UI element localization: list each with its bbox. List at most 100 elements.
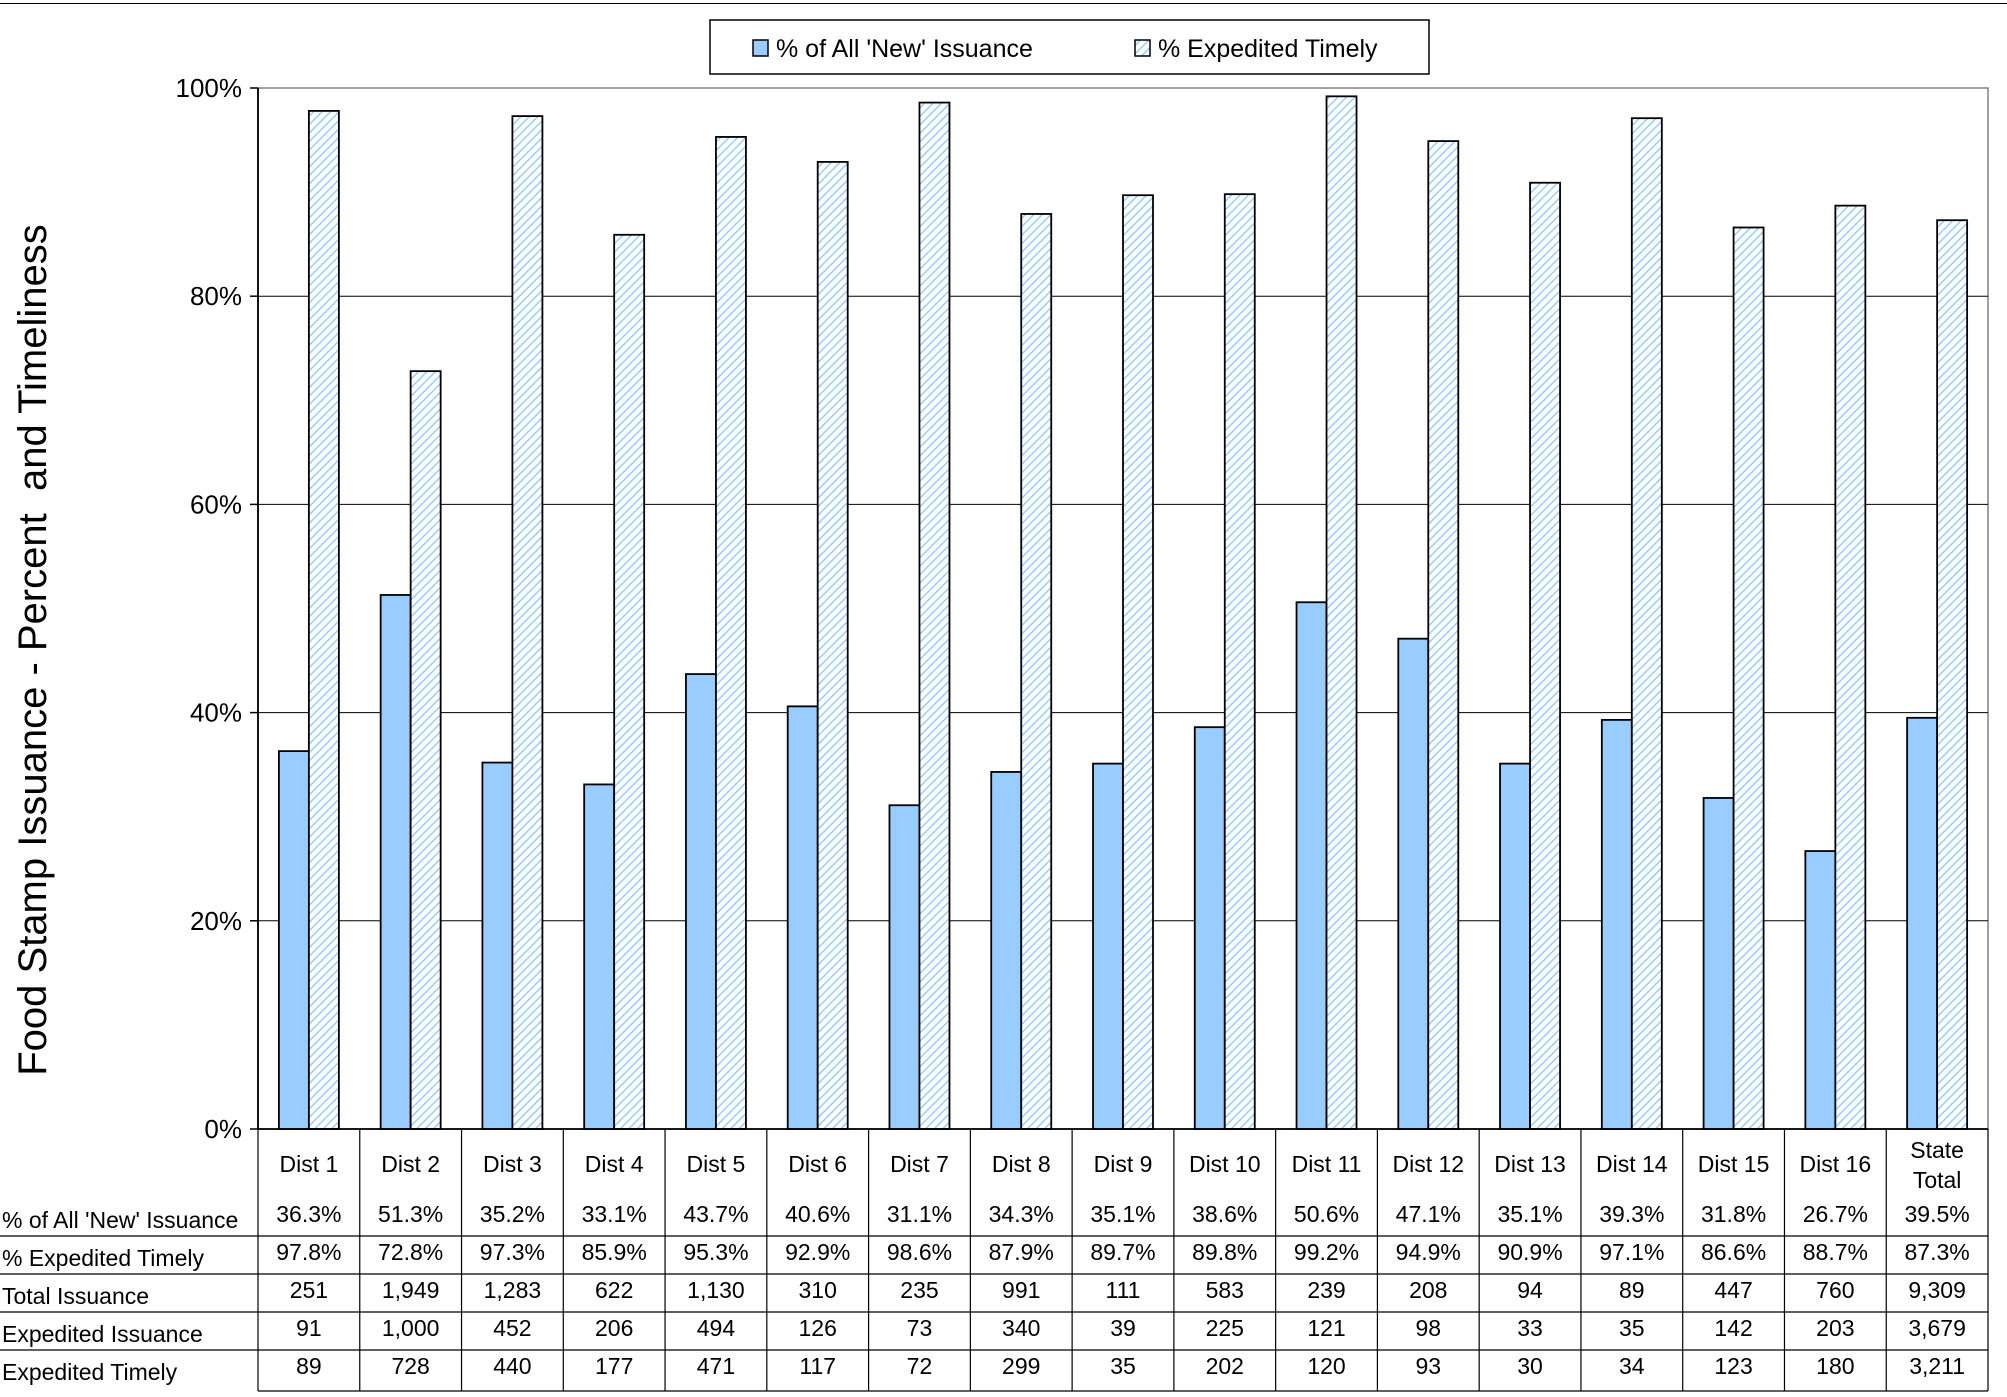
table-cell: 35.2% bbox=[480, 1201, 545, 1227]
bar-series1-12 bbox=[1397, 637, 1430, 1130]
table-cell: 97.8% bbox=[276, 1239, 341, 1265]
table-cell: 1,130 bbox=[687, 1277, 745, 1303]
bar-series2-15 bbox=[1732, 226, 1765, 1130]
table-cell: 583 bbox=[1206, 1277, 1244, 1303]
y-tick-label: 40% bbox=[190, 698, 242, 728]
table-cell: 38.6% bbox=[1192, 1201, 1257, 1227]
legend-label: % of All 'New' Issuance bbox=[776, 35, 1033, 63]
bar-series2-2 bbox=[409, 370, 442, 1130]
table-cell: 33.1% bbox=[582, 1201, 647, 1227]
table-row-label: Expedited Timely bbox=[2, 1359, 178, 1385]
table-cell: 88.7% bbox=[1803, 1239, 1868, 1265]
bar-series1-14 bbox=[1600, 718, 1633, 1130]
table-cell: 89.7% bbox=[1090, 1239, 1155, 1265]
category-label: Dist 10 bbox=[1189, 1151, 1261, 1177]
table-cell: 93 bbox=[1415, 1353, 1441, 1379]
table-cell: 494 bbox=[697, 1315, 736, 1341]
table-cell: 39.5% bbox=[1905, 1201, 1970, 1227]
table-cell: 111 bbox=[1106, 1277, 1141, 1303]
table-cell: 117 bbox=[799, 1353, 836, 1379]
category-label: Dist 11 bbox=[1292, 1151, 1362, 1177]
table-cell: 239 bbox=[1307, 1277, 1345, 1303]
table-cell: 47.1% bbox=[1396, 1201, 1461, 1227]
table-cell: 452 bbox=[493, 1315, 531, 1341]
bar-series2-11 bbox=[1325, 95, 1358, 1130]
table-cell: 447 bbox=[1714, 1277, 1752, 1303]
table-cell: 26.7% bbox=[1803, 1201, 1868, 1227]
bar-series2-12 bbox=[1427, 140, 1460, 1130]
table-cell: 97.3% bbox=[480, 1239, 545, 1265]
category-label: Dist 4 bbox=[585, 1151, 644, 1177]
y-tick-label: 100% bbox=[176, 73, 243, 103]
table-cell: 622 bbox=[595, 1277, 633, 1303]
table-cell: 310 bbox=[799, 1277, 837, 1303]
bar-series2-14 bbox=[1630, 117, 1663, 1130]
table-cell: 1,283 bbox=[484, 1277, 542, 1303]
table-row-label: % of All 'New' Issuance bbox=[2, 1207, 238, 1233]
table-cell: 39.3% bbox=[1599, 1201, 1664, 1227]
bar-series2-17 bbox=[1936, 219, 1969, 1130]
bar-series2-5 bbox=[715, 136, 747, 1130]
bar-series1-6 bbox=[786, 705, 819, 1130]
category-label: Dist 5 bbox=[687, 1151, 746, 1177]
table-cell: 471 bbox=[697, 1353, 735, 1379]
y-tick-label: 60% bbox=[190, 489, 242, 519]
table-cell: 35.1% bbox=[1090, 1201, 1155, 1227]
bar-series2-1 bbox=[307, 110, 340, 1130]
table-cell: 225 bbox=[1206, 1315, 1244, 1341]
table-cell: 85.9% bbox=[582, 1239, 647, 1265]
table-cell: 1,949 bbox=[382, 1277, 440, 1303]
table-cell: 760 bbox=[1816, 1277, 1854, 1303]
category-label: Dist 15 bbox=[1698, 1151, 1770, 1177]
table-cell: 72 bbox=[907, 1353, 933, 1379]
bar-series1-11 bbox=[1295, 601, 1328, 1130]
bar-series2-9 bbox=[1122, 194, 1154, 1130]
table-cell: 1,000 bbox=[382, 1315, 440, 1341]
table-cell: 40.6% bbox=[785, 1201, 850, 1227]
bar-series1-10 bbox=[1193, 726, 1226, 1130]
table-cell: 87.3% bbox=[1905, 1239, 1970, 1265]
y-tick-label: 20% bbox=[190, 906, 242, 936]
table-cell: 206 bbox=[595, 1315, 633, 1341]
category-label: Dist 12 bbox=[1392, 1151, 1464, 1177]
table-cell: 9,309 bbox=[1908, 1277, 1966, 1303]
bar-series2-4 bbox=[613, 233, 646, 1130]
bar-series2-10 bbox=[1223, 193, 1256, 1130]
table-cell: 86.6% bbox=[1701, 1239, 1766, 1265]
bar-series2-8 bbox=[1020, 213, 1053, 1130]
table-cell: 991 bbox=[1002, 1277, 1040, 1303]
table-cell: 35 bbox=[1110, 1353, 1136, 1379]
table-cell: 94 bbox=[1517, 1277, 1543, 1303]
table-cell: 3,211 bbox=[1909, 1353, 1965, 1379]
table-cell: 235 bbox=[900, 1277, 938, 1303]
table-cell: 208 bbox=[1409, 1277, 1447, 1303]
table-cell: 440 bbox=[493, 1353, 531, 1379]
table-cell: 33 bbox=[1517, 1315, 1543, 1341]
bar-series2-7 bbox=[918, 101, 951, 1130]
table-cell: 123 bbox=[1714, 1353, 1752, 1379]
bar-series1-2 bbox=[379, 594, 412, 1130]
table-cell: 99.2% bbox=[1294, 1239, 1359, 1265]
category-label: Dist 7 bbox=[890, 1151, 949, 1177]
bar-series2-16 bbox=[1834, 204, 1867, 1130]
bar-series1-9 bbox=[1092, 762, 1124, 1130]
bar-series1-15 bbox=[1702, 797, 1735, 1130]
bar-series2-3 bbox=[511, 115, 544, 1130]
table-cell: 35.1% bbox=[1497, 1201, 1562, 1227]
table-cell: 34.3% bbox=[989, 1201, 1054, 1227]
table-cell: 30 bbox=[1517, 1353, 1543, 1379]
table-row-label: Expedited Issuance bbox=[2, 1321, 203, 1347]
bar-series1-3 bbox=[481, 761, 514, 1130]
table-cell: 51.3% bbox=[378, 1201, 443, 1227]
table-cell: 251 bbox=[290, 1277, 328, 1303]
bar-series1-4 bbox=[583, 783, 616, 1130]
category-label: Dist 6 bbox=[788, 1151, 847, 1177]
bar-series1-8 bbox=[990, 771, 1023, 1130]
table-cell: 95.3% bbox=[683, 1239, 748, 1265]
category-label: Dist 2 bbox=[381, 1151, 440, 1177]
category-label: Dist 3 bbox=[483, 1151, 542, 1177]
category-label: Total bbox=[1913, 1167, 1962, 1193]
table-cell: 98 bbox=[1415, 1315, 1441, 1341]
table-cell: 89 bbox=[1619, 1277, 1645, 1303]
